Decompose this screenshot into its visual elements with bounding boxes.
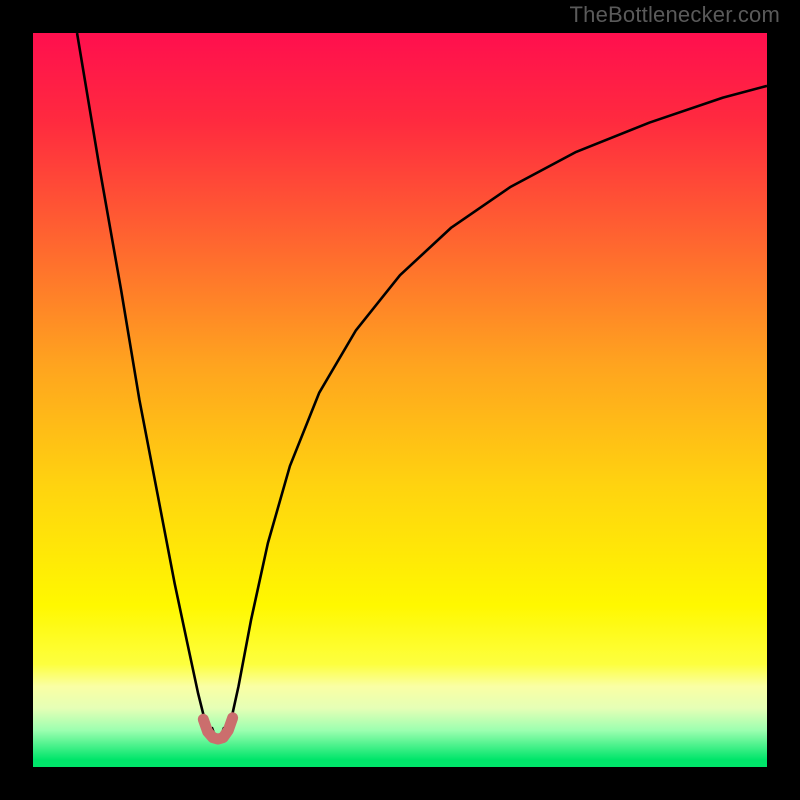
- chart-outer: TheBottlenecker.com: [0, 0, 800, 800]
- watermark-text: TheBottlenecker.com: [570, 2, 780, 28]
- curve-layer: [33, 33, 767, 767]
- plot-area: [33, 33, 767, 767]
- bottleneck-curve: [77, 33, 767, 736]
- bottom-marker: [203, 718, 232, 739]
